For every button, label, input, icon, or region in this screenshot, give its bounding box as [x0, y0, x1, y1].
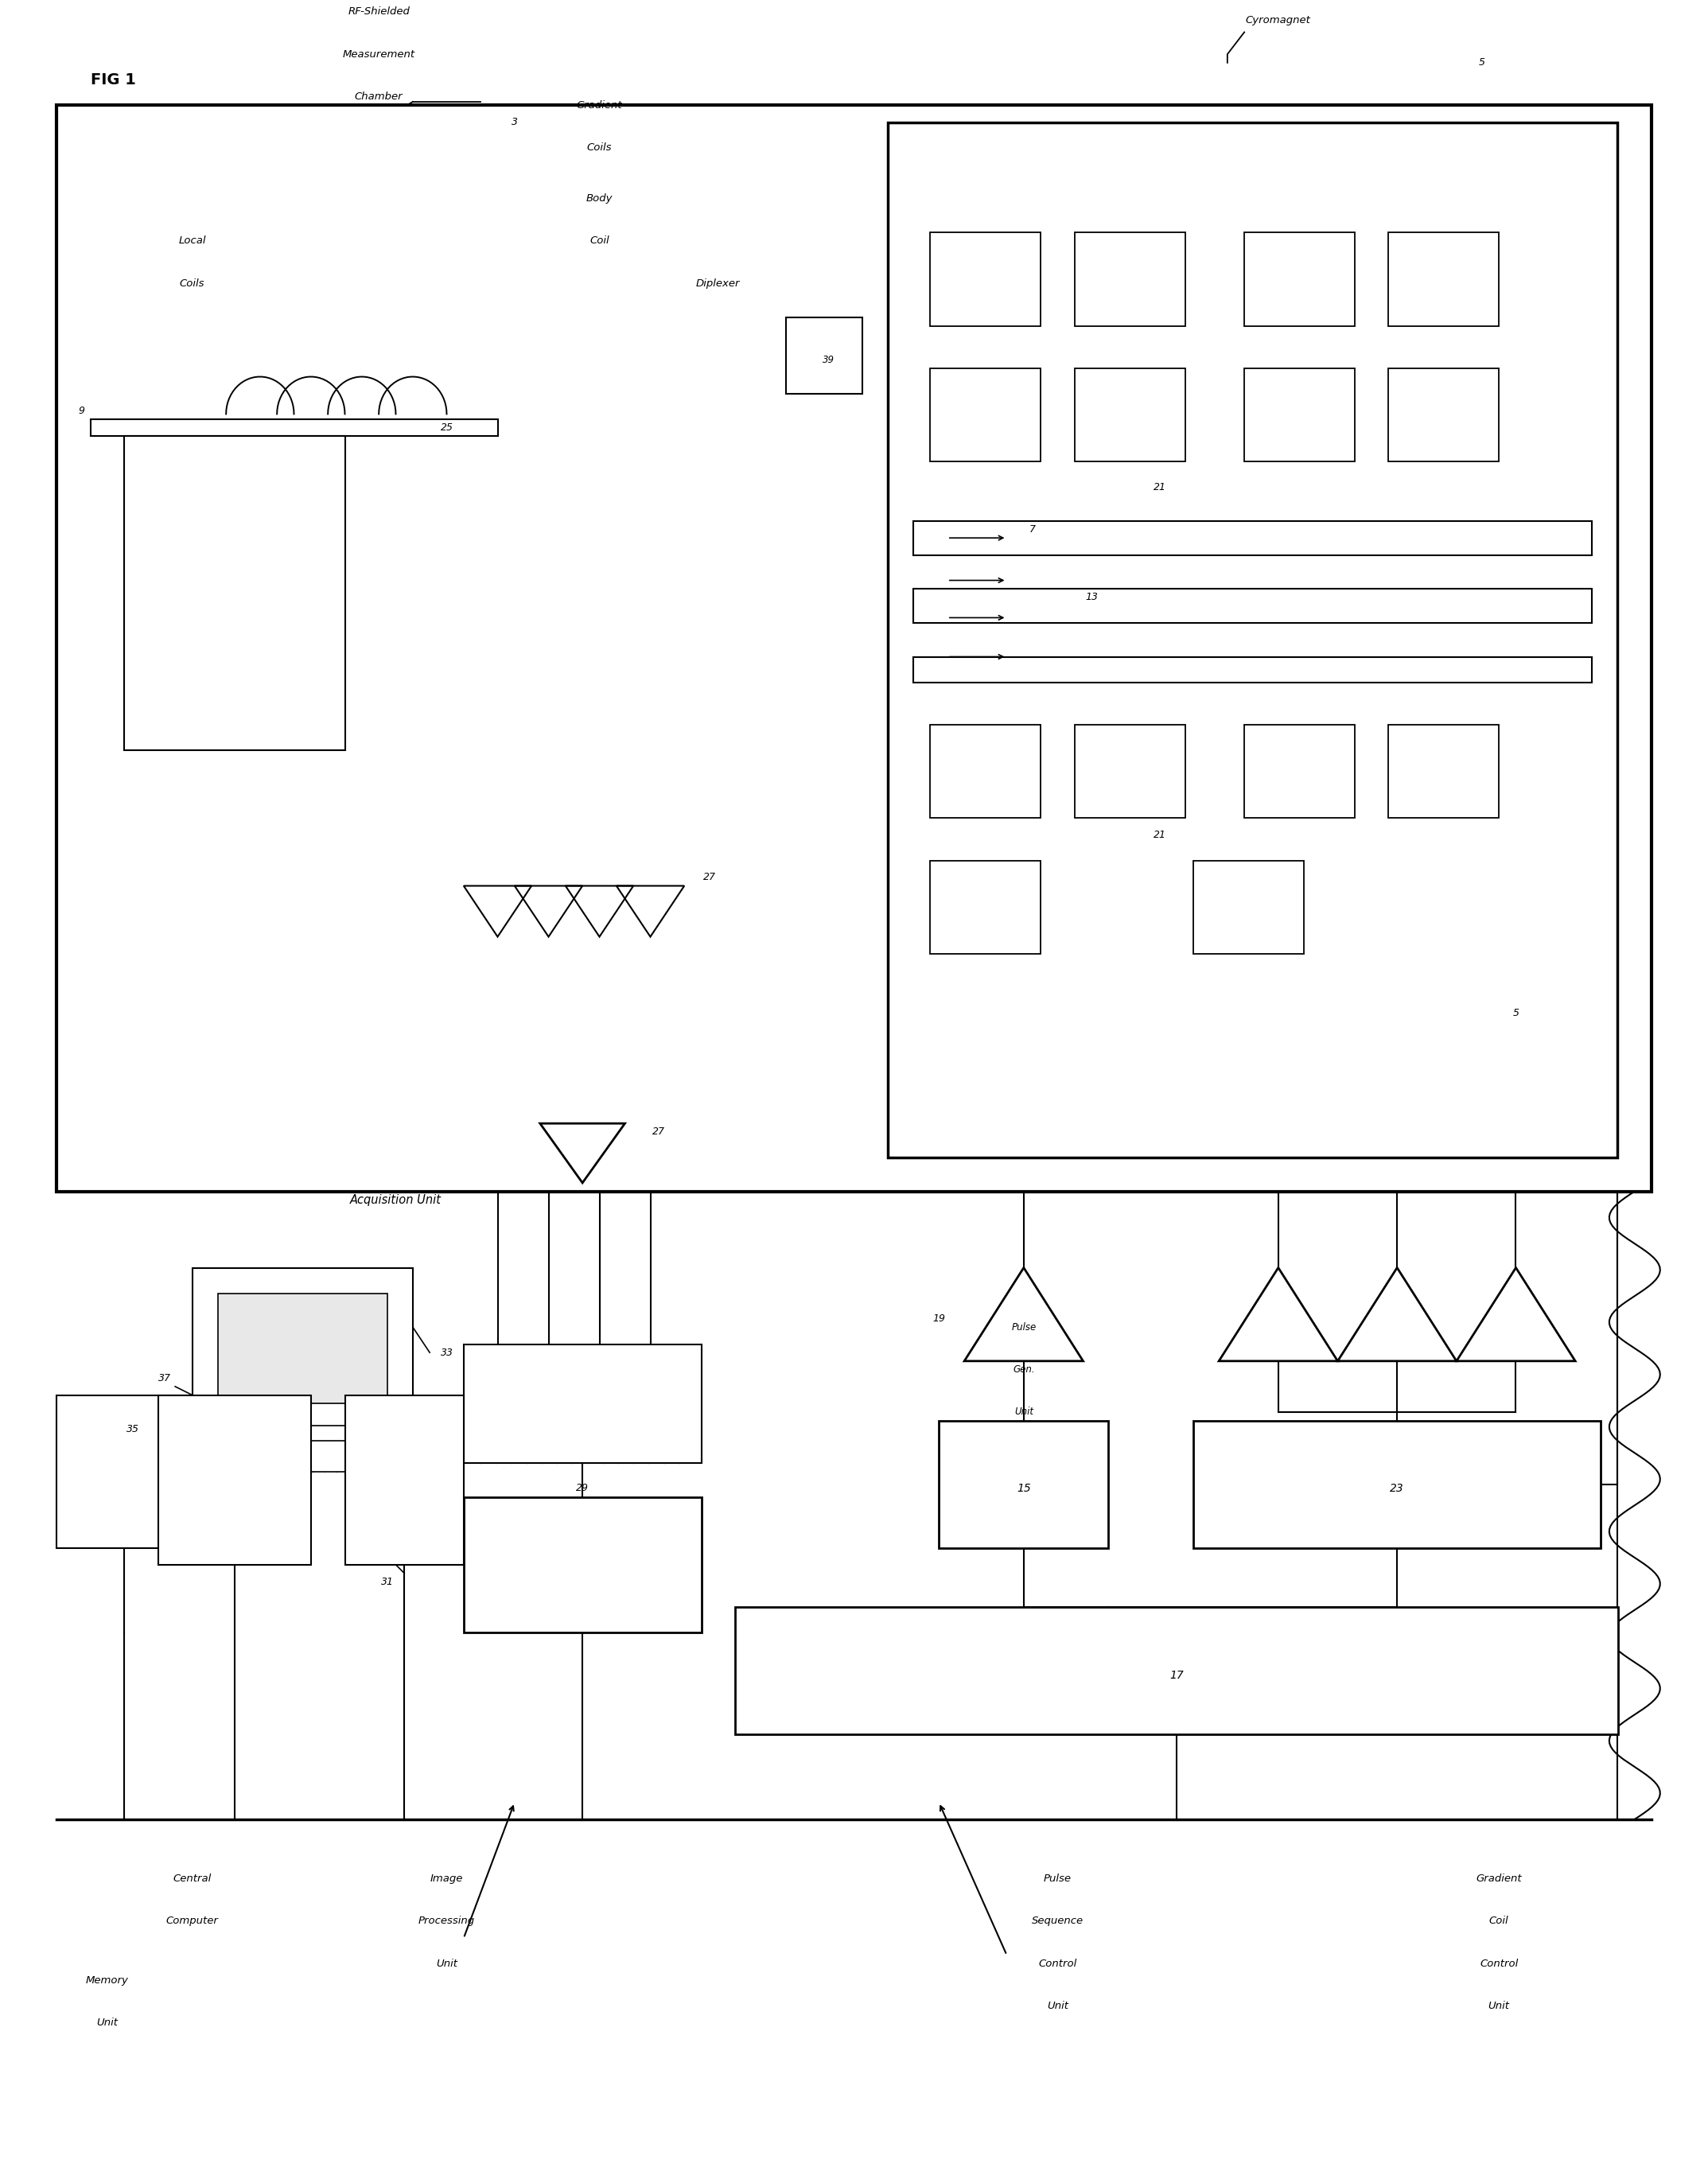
Bar [125, 436, 345, 750]
Bar [914, 521, 1592, 556]
Bar [939, 1421, 1108, 1547]
Bar [159, 1395, 311, 1565]
Bar [1389, 233, 1500, 327]
Bar [1389, 368, 1500, 462]
Text: Measurement: Measurement [343, 50, 415, 59]
Bar [56, 1395, 191, 1547]
Bar [1074, 233, 1185, 327]
Bar [914, 656, 1592, 682]
Text: Processing: Processing [418, 1915, 475, 1926]
Bar [1074, 726, 1185, 817]
Text: 13: 13 [1085, 593, 1098, 601]
Text: 27: 27 [652, 1127, 664, 1137]
Bar [914, 588, 1592, 623]
Text: Diplexer: Diplexer [697, 279, 740, 288]
Text: Coils: Coils [179, 279, 205, 288]
Text: Central: Central [173, 1874, 212, 1885]
Bar [734, 1608, 1617, 1734]
Text: Cyromagnet: Cyromagnet [1245, 15, 1310, 26]
Text: Image: Image [430, 1874, 463, 1885]
Text: 5: 5 [1479, 57, 1486, 68]
Text: 3: 3 [511, 118, 518, 126]
Bar [91, 418, 497, 436]
Text: 17: 17 [1170, 1669, 1184, 1680]
Text: Chamber: Chamber [355, 92, 403, 102]
Bar [931, 233, 1040, 327]
Text: 5: 5 [1513, 1009, 1518, 1018]
Text: Coils: Coils [588, 142, 611, 153]
Text: Gradient: Gradient [1476, 1874, 1522, 1885]
Bar [1245, 368, 1354, 462]
Text: Unit: Unit [1488, 2000, 1510, 2011]
Text: Unit: Unit [436, 1959, 458, 1968]
Text: Gradient: Gradient [577, 100, 622, 111]
Text: FIG 1: FIG 1 [91, 72, 135, 87]
Bar [208, 1440, 413, 1471]
Text: 21: 21 [1153, 830, 1167, 841]
Bar [931, 861, 1040, 954]
Text: Local: Local [178, 235, 207, 246]
Text: Pulse: Pulse [1044, 1874, 1071, 1885]
Bar [463, 1344, 702, 1462]
Text: 9: 9 [79, 405, 85, 416]
Text: Body: Body [586, 194, 613, 203]
Text: 15: 15 [1016, 1482, 1030, 1495]
Text: Control: Control [1038, 1959, 1076, 1968]
Text: Coil: Coil [1489, 1915, 1508, 1926]
Text: Coil: Coil [589, 235, 610, 246]
Text: 33: 33 [441, 1347, 453, 1358]
Text: 25: 25 [441, 423, 453, 434]
Text: Unit: Unit [1015, 1408, 1033, 1416]
Text: 29: 29 [576, 1484, 589, 1493]
Bar [1245, 726, 1354, 817]
Text: Pulse: Pulse [1011, 1323, 1037, 1331]
Bar [217, 1292, 388, 1403]
Bar [1074, 368, 1185, 462]
Bar [931, 726, 1040, 817]
Text: Control: Control [1479, 1959, 1518, 1968]
Text: RF-Shielded: RF-Shielded [348, 7, 410, 17]
Bar [191, 1268, 413, 1429]
Text: 37: 37 [159, 1373, 171, 1384]
Bar [888, 122, 1617, 1157]
Text: 21: 21 [1153, 482, 1167, 492]
Text: Sequence: Sequence [1032, 1915, 1083, 1926]
Bar [1194, 861, 1303, 954]
Bar [56, 105, 1652, 1192]
Text: 19: 19 [933, 1314, 945, 1325]
Bar [463, 1497, 702, 1632]
Text: Computer: Computer [166, 1915, 219, 1926]
Bar [1245, 233, 1354, 327]
Text: 31: 31 [381, 1578, 393, 1586]
Text: 35: 35 [126, 1423, 138, 1434]
Text: Gen.: Gen. [1013, 1364, 1035, 1375]
Bar [1389, 726, 1500, 817]
Text: 23: 23 [1390, 1482, 1404, 1495]
Text: Memory: Memory [85, 1976, 128, 1985]
Text: 39: 39 [823, 355, 835, 364]
Text: Unit: Unit [1047, 2000, 1069, 2011]
Text: Acquisition Unit: Acquisition Unit [350, 1194, 442, 1205]
Bar [1194, 1421, 1600, 1547]
Bar [285, 1425, 345, 1442]
Bar [786, 318, 863, 394]
Text: 7: 7 [1028, 525, 1035, 534]
Bar [345, 1395, 463, 1565]
Bar [931, 368, 1040, 462]
Text: 27: 27 [704, 872, 716, 882]
Text: Unit: Unit [97, 2018, 118, 2029]
